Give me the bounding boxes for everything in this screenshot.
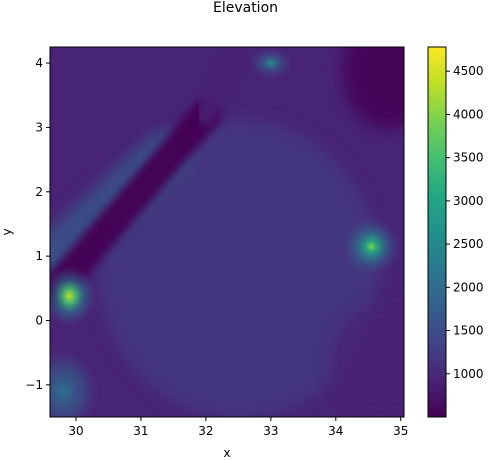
colorbar-tick-label: 2500 (453, 237, 484, 251)
y-tick-label: 3 (35, 120, 43, 134)
x-axis-label: x (223, 446, 230, 460)
y-tick-label: 1 (35, 249, 43, 263)
peak-east (341, 216, 402, 277)
heatmap-image (50, 47, 404, 417)
rift-valley-north (194, 47, 250, 126)
colorbar-tick-label: 3500 (453, 151, 484, 165)
y-axis-label: y (0, 228, 14, 235)
colorbar-tick-label: 4500 (453, 64, 484, 78)
peak-west (50, 266, 96, 327)
y-tick-label: −1 (25, 378, 43, 392)
ridge-northeast (248, 47, 293, 80)
x-tick-label: 34 (328, 424, 343, 438)
x-tick-label: 32 (198, 424, 213, 438)
colorbar-tick-label: 4000 (453, 107, 484, 121)
colorbar-tick-label: 3000 (453, 194, 484, 208)
colorbar (427, 46, 447, 418)
x-tick-label: 33 (263, 424, 278, 438)
chart-title: Elevation (212, 0, 279, 16)
highland-southwest (50, 349, 99, 417)
y-axis: −1 0 1 2 3 4 (25, 56, 50, 392)
basin-east (331, 304, 404, 415)
lowland-northeast (342, 47, 404, 130)
y-tick-label: 4 (35, 56, 43, 70)
x-axis: 30 31 32 33 34 35 (68, 417, 408, 438)
colorbar-gradient (428, 47, 446, 417)
colorbar-frame (427, 46, 447, 418)
colorbar-tick-label: 1500 (453, 324, 484, 338)
colorbar-tick-label: 2000 (453, 280, 484, 294)
y-tick-label: 2 (35, 185, 43, 199)
plateau-central (98, 119, 379, 417)
colorbar-tick-label: 1000 (453, 367, 484, 381)
x-tick-label: 35 (393, 424, 408, 438)
x-tick-label: 31 (133, 424, 148, 438)
x-tick-label: 30 (68, 424, 83, 438)
rift-valley (50, 99, 221, 304)
y-tick-label: 0 (35, 313, 43, 327)
colorbar-ticks: 1000 1500 2000 2500 3000 3500 4000 4500 (446, 64, 484, 381)
plot-frame (49, 46, 405, 418)
